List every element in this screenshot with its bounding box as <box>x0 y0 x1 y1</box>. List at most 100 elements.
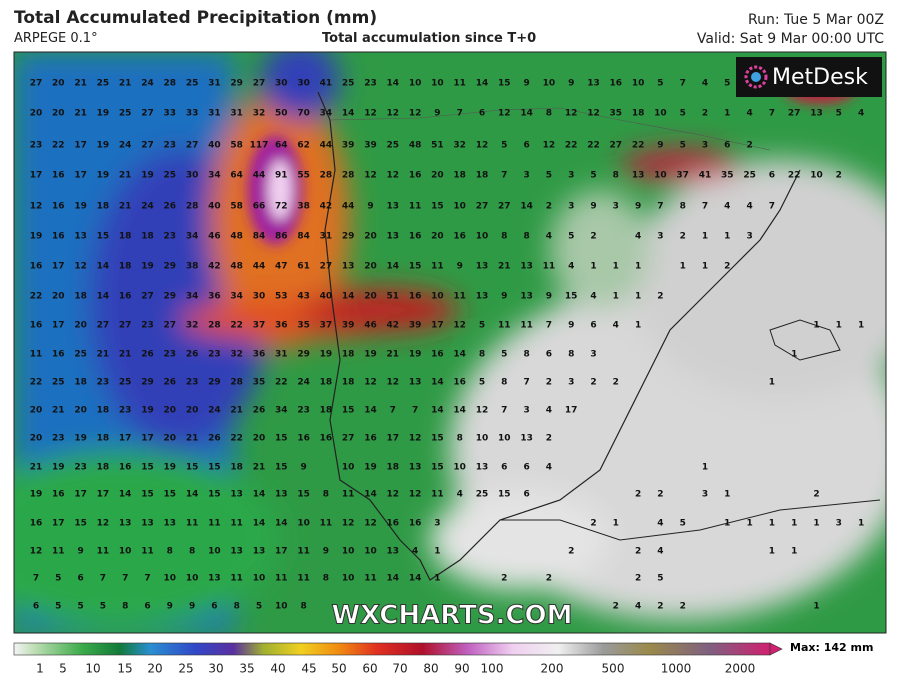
grid-value: 6 <box>33 602 39 612</box>
grid-value: 31 <box>208 79 221 89</box>
grid-value: 2 <box>546 202 552 212</box>
grid-value: 35 <box>253 378 266 388</box>
grid-value: 55 <box>297 171 310 181</box>
grid-value: 11 <box>297 547 310 557</box>
grid-value: 14 <box>476 79 489 89</box>
grid-value: 7 <box>122 574 128 584</box>
grid-value: 8 <box>479 350 485 360</box>
map-subtitle: Total accumulation since T+0 <box>322 31 537 46</box>
grid-value: 14 <box>186 490 199 500</box>
grid-value: 19 <box>30 232 43 242</box>
grid-value: 29 <box>164 262 177 272</box>
colorbar-tick-label: 90 <box>454 662 469 676</box>
grid-value: 38 <box>186 262 199 272</box>
grid-value: 1 <box>613 262 619 272</box>
grid-value: 10 <box>342 547 355 557</box>
grid-value: 23 <box>164 350 177 360</box>
grid-value: 12 <box>364 171 377 181</box>
grid-value: 50 <box>275 109 288 119</box>
grid-value: 3 <box>590 350 596 360</box>
grid-value: 40 <box>320 292 333 302</box>
grid-value: 14 <box>409 574 422 584</box>
grid-value: 48 <box>409 141 422 151</box>
grid-value: 2 <box>613 602 619 612</box>
grid-value: 16 <box>52 350 65 360</box>
grid-value: 3 <box>746 232 752 242</box>
grid-value: 36 <box>253 350 266 360</box>
grid-value: 6 <box>523 463 529 473</box>
grid-value: 5 <box>479 378 485 388</box>
grid-value: 12 <box>387 490 400 500</box>
colorbar-tick-label: 80 <box>423 662 438 676</box>
grid-value: 28 <box>320 171 333 181</box>
grid-value: 5 <box>546 171 552 181</box>
grid-value: 13 <box>253 547 266 557</box>
grid-value: 12 <box>364 378 377 388</box>
grid-value: 12 <box>387 378 400 388</box>
grid-value: 1 <box>769 378 775 388</box>
grid-value: 11 <box>186 519 199 529</box>
grid-value: 32 <box>230 350 243 360</box>
grid-value: 6 <box>523 490 529 500</box>
grid-value: 25 <box>186 79 199 89</box>
grid-value: 38 <box>297 202 310 212</box>
grid-value: 19 <box>97 171 110 181</box>
grid-value: 1 <box>813 602 819 612</box>
grid-value: 11 <box>230 519 243 529</box>
grid-value: 4 <box>568 262 574 272</box>
colorbar-tick-label: 40 <box>270 662 285 676</box>
grid-value: 3 <box>702 141 708 151</box>
grid-value: 15 <box>141 490 154 500</box>
grid-value: 46 <box>364 321 377 331</box>
grid-value: 27 <box>788 109 801 119</box>
grid-value: 16 <box>119 463 132 473</box>
grid-value: 15 <box>431 463 444 473</box>
grid-value: 10 <box>431 292 444 302</box>
grid-value: 21 <box>387 350 400 360</box>
grid-value: 23 <box>119 406 132 416</box>
valid-time: Valid: Sat 9 Mar 00:00 UTC <box>696 31 884 47</box>
grid-value: 58 <box>230 141 243 151</box>
grid-value: 42 <box>208 262 221 272</box>
colorbar-tick-label: 200 <box>541 662 564 676</box>
grid-value: 12 <box>409 434 422 444</box>
grid-value: 1 <box>813 519 819 529</box>
grid-value: 12 <box>97 519 110 529</box>
colorbar-tick-label: 5 <box>59 662 67 676</box>
grid-value: 1 <box>769 547 775 557</box>
grid-value: 12 <box>364 109 377 119</box>
grid-value: 18 <box>632 109 645 119</box>
grid-value: 5 <box>501 350 507 360</box>
grid-value: 11 <box>52 547 65 557</box>
grid-value: 84 <box>297 232 310 242</box>
grid-value: 24 <box>297 378 310 388</box>
grid-value: 37 <box>320 321 333 331</box>
grid-value: 18 <box>97 463 110 473</box>
grid-value: 21 <box>498 262 511 272</box>
grid-value: 5 <box>724 79 730 89</box>
grid-value: 15 <box>498 490 511 500</box>
grid-value: 12 <box>587 109 600 119</box>
grid-value: 4 <box>546 232 552 242</box>
grid-value: 18 <box>342 350 355 360</box>
grid-value: 13 <box>387 547 400 557</box>
grid-value: 20 <box>164 434 177 444</box>
grid-value: 14 <box>431 378 444 388</box>
grid-value: 23 <box>208 350 221 360</box>
grid-value: 3 <box>568 378 574 388</box>
grid-value: 13 <box>476 463 489 473</box>
grid-value: 2 <box>635 574 641 584</box>
grid-value: 4 <box>613 321 619 331</box>
grid-value: 18 <box>74 378 87 388</box>
grid-value: 8 <box>613 171 619 181</box>
grid-value: 39 <box>342 321 355 331</box>
grid-value: 12 <box>74 262 87 272</box>
logo-text: MetDesk <box>772 65 868 90</box>
grid-value: 14 <box>119 490 132 500</box>
grid-value: 11 <box>141 547 154 557</box>
grid-value: 14 <box>253 490 266 500</box>
grid-value: 11 <box>498 321 511 331</box>
grid-value: 18 <box>119 262 132 272</box>
grid-value: 1 <box>724 490 730 500</box>
colorbar-tick-label: 50 <box>331 662 346 676</box>
